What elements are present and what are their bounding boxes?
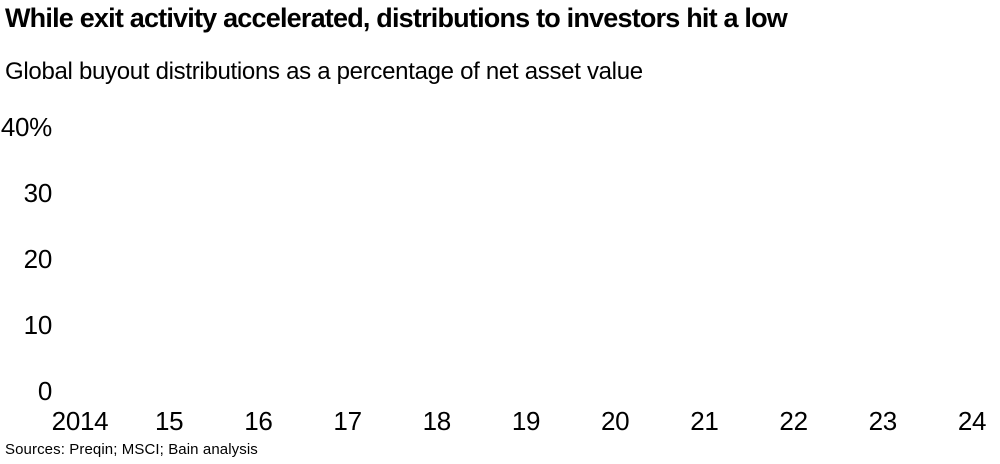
x-tick-label: 21 bbox=[690, 406, 719, 436]
x-tick-label: 17 bbox=[333, 406, 362, 436]
y-tick-label: 20 bbox=[23, 244, 53, 274]
y-tick-label: 30 bbox=[23, 178, 53, 208]
y-tick-label: 10 bbox=[23, 310, 53, 340]
x-tick-label: 2014 bbox=[51, 406, 109, 436]
chart-subtitle: Global buyout distributions as a percent… bbox=[5, 58, 643, 85]
x-tick-label: 18 bbox=[422, 406, 452, 436]
x-tick-label: 22 bbox=[779, 406, 808, 436]
sources-note: Sources: Preqin; MSCI; Bain analysis bbox=[5, 441, 258, 458]
x-tick-label: 16 bbox=[244, 406, 273, 436]
chart-title: While exit activity accelerated, distrib… bbox=[5, 3, 788, 33]
x-tick-label: 15 bbox=[155, 406, 184, 436]
x-tick-label: 19 bbox=[511, 406, 541, 436]
y-tick-label: 40% bbox=[0, 112, 52, 142]
y-axis-labels: 40% 30 20 10 0 bbox=[0, 0, 52, 464]
x-tick-label: 24 bbox=[957, 406, 987, 436]
plot-area bbox=[60, 127, 992, 391]
x-tick-label: 23 bbox=[868, 406, 898, 436]
x-tick-label: 20 bbox=[601, 406, 630, 436]
y-tick-label: 0 bbox=[37, 376, 52, 406]
